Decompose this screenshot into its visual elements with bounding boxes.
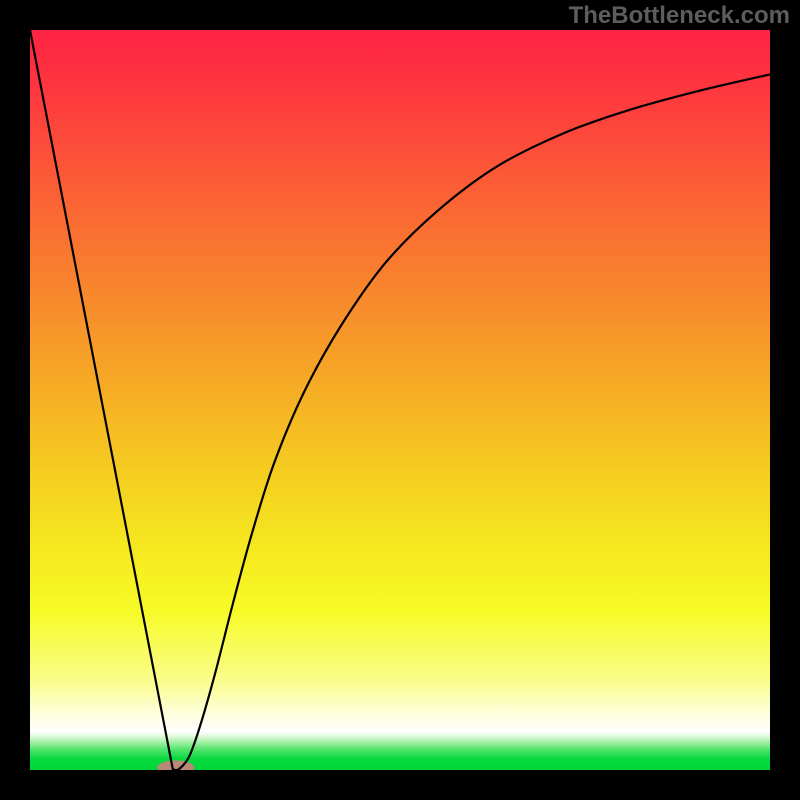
chart-canvas (0, 0, 800, 800)
border-bottom (0, 770, 800, 800)
plot-background (30, 30, 770, 770)
border-right (770, 0, 800, 800)
watermark-text: TheBottleneck.com (569, 2, 790, 30)
bottleneck-chart: TheBottleneck.com (0, 0, 800, 800)
border-left (0, 0, 30, 800)
